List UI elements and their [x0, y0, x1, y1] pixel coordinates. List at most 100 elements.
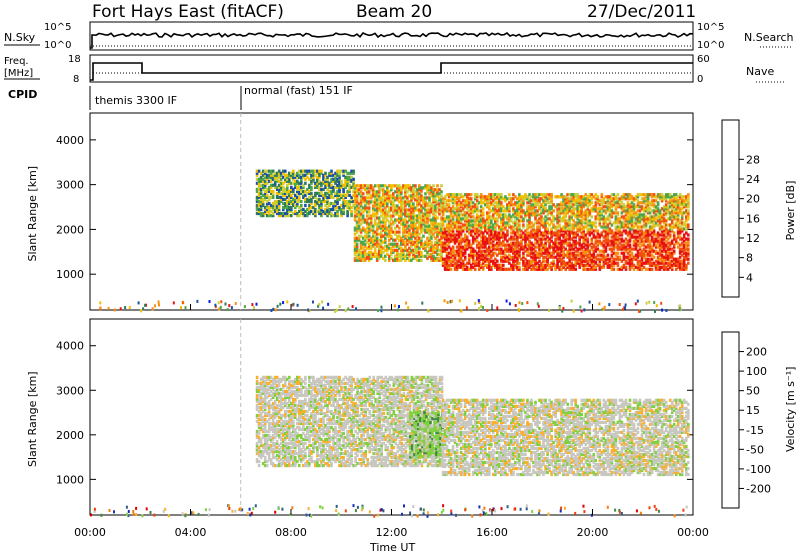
- echo-cell: [504, 235, 507, 239]
- echo-cell: [640, 255, 644, 259]
- echo-cell: [400, 204, 403, 208]
- echo-cell: [471, 215, 475, 219]
- echo-cell: [502, 231, 505, 235]
- echo-cell: [473, 227, 477, 231]
- echo-cell: [556, 211, 559, 215]
- echo-cell: [414, 232, 417, 236]
- echo-cell: [538, 201, 541, 205]
- echo-cell: [361, 216, 365, 220]
- echo-cell: [608, 219, 612, 223]
- echo-cell: [404, 202, 407, 206]
- echo-cell: [369, 240, 373, 244]
- echo-cell: [634, 221, 638, 225]
- echo-cell: [490, 221, 493, 225]
- echo-cell: [540, 211, 543, 215]
- echo-cell: [514, 241, 517, 245]
- echo-cell: [396, 230, 399, 234]
- echo-cell: [392, 238, 395, 242]
- echo-cell: [477, 265, 481, 269]
- echo-cell: [486, 249, 489, 253]
- echo-cell: [292, 211, 295, 216]
- echo-cell: [336, 173, 339, 177]
- echo-cell: [616, 261, 620, 265]
- echo-cell: [640, 251, 644, 255]
- echo-cell: [459, 225, 463, 229]
- echo-cell: [408, 200, 411, 204]
- echo-cell: [440, 206, 443, 210]
- scatter-cell: [282, 301, 285, 305]
- echo-cell: [632, 235, 636, 239]
- echo-cell: [473, 207, 477, 211]
- echo-cell: [492, 253, 495, 257]
- echo-cell: [582, 233, 585, 237]
- echo-cell: [664, 261, 668, 265]
- echo-cell: [508, 193, 511, 197]
- echo-cell: [506, 267, 509, 271]
- echo-cell: [326, 187, 329, 191]
- echo-cell: [524, 241, 527, 245]
- echo-cell: [263, 207, 267, 212]
- echo-cell: [662, 197, 666, 201]
- echo-cell: [455, 251, 459, 255]
- echo-cell: [576, 241, 579, 245]
- echo-cell: [412, 220, 415, 224]
- echo-cell: [386, 186, 389, 190]
- echo-cell: [528, 207, 531, 211]
- echo-cell: [322, 173, 325, 177]
- echo-cell: [598, 223, 602, 227]
- echo-cell: [453, 207, 457, 211]
- echo-cell: [546, 259, 549, 263]
- echo-cell: [300, 189, 303, 193]
- echo-cell: [510, 245, 513, 249]
- echo-cell: [506, 257, 509, 261]
- echo-cell: [414, 214, 417, 218]
- echo-cell: [414, 194, 417, 198]
- echo-cell: [574, 215, 577, 219]
- echo-cell: [540, 223, 543, 227]
- echo-cell: [377, 226, 381, 230]
- echo-cell: [430, 194, 433, 198]
- echo-cell: [522, 247, 525, 251]
- echo-cell: [674, 263, 678, 267]
- echo-cell: [488, 229, 491, 233]
- echo-cell: [277, 201, 281, 206]
- echo-cell: [650, 263, 654, 267]
- echo-cell: [550, 201, 553, 205]
- echo-cell: [457, 199, 461, 203]
- echo-cell: [602, 217, 606, 221]
- echo-cell: [428, 218, 431, 222]
- echo-cell: [328, 211, 331, 216]
- echo-cell: [488, 199, 491, 203]
- echo-cell: [516, 225, 519, 229]
- echo-cell: [612, 231, 616, 235]
- echo-cell: [451, 221, 455, 225]
- echo-cell: [544, 249, 547, 253]
- echo-cell: [420, 220, 423, 224]
- echo-cell: [298, 205, 301, 210]
- echo-cell: [400, 222, 403, 226]
- echo-cell: [516, 245, 519, 249]
- echo-cell: [600, 225, 604, 229]
- echo-cell: [430, 226, 433, 230]
- echo-cell: [298, 189, 301, 193]
- echo-cell: [488, 225, 491, 229]
- echo-cell: [396, 198, 399, 202]
- echo-cell: [528, 263, 531, 267]
- echo-cell: [326, 177, 329, 181]
- echo-cell: [602, 219, 606, 223]
- echo-cell: [328, 203, 331, 208]
- echo-cell: [490, 265, 493, 269]
- echo-cell: [546, 217, 549, 221]
- echo-cell: [532, 225, 535, 229]
- echo-cell: [654, 213, 658, 217]
- echo-cell: [576, 247, 579, 251]
- echo-cell: [656, 195, 660, 199]
- echo-cell: [402, 252, 405, 256]
- echo-cell: [455, 213, 459, 217]
- echo-cell: [457, 229, 461, 233]
- echo-cell: [598, 239, 602, 243]
- echo-cell: [524, 213, 527, 217]
- echo-cell: [588, 199, 592, 203]
- echo-cell: [628, 195, 632, 199]
- echo-cell: [570, 265, 573, 269]
